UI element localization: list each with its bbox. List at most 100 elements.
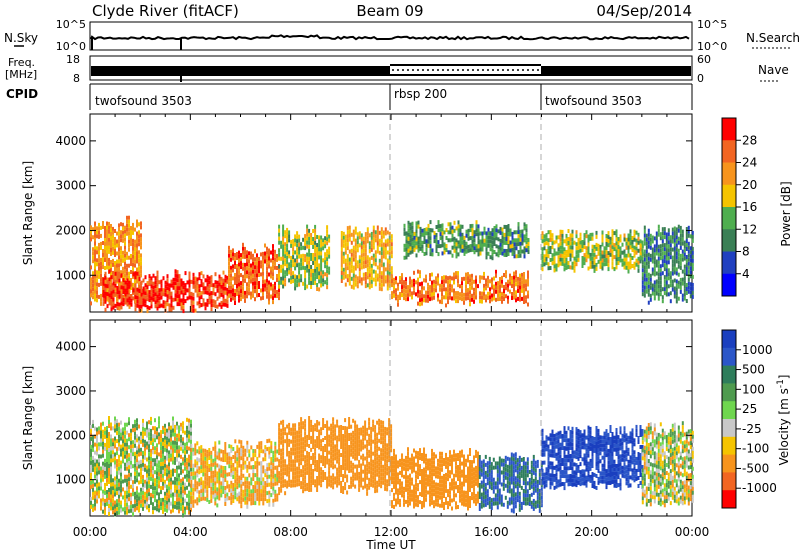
heatmap-cell [152,458,154,463]
heatmap-cell [360,233,363,238]
heatmap-cell [645,265,648,270]
heatmap-cell [597,251,600,256]
heatmap-cell [521,272,523,277]
heatmap-cell [320,251,323,256]
heatmap-cell [296,275,299,280]
heatmap-cell [449,291,451,296]
heatmap-cell [411,233,414,238]
heatmap-cell [471,293,473,298]
heatmap-cell [559,229,562,234]
heatmap-cell [429,285,431,290]
heatmap-cell [150,428,152,433]
heatmap-cell [138,282,140,287]
heatmap-cell [130,294,133,299]
heatmap-cell [106,229,108,234]
heatmap-cell [677,272,680,277]
heatmap-cell [192,304,195,309]
heatmap-cell [429,289,431,294]
heatmap-cell [384,243,387,248]
heatmap-cell [170,433,172,438]
heatmap-cell [563,259,566,264]
heatmap-cell [110,232,112,236]
heatmap-cell [196,481,199,486]
heatmap-cell [631,236,634,240]
heatmap-cell [92,455,94,460]
heatmap-cell [290,431,293,436]
heatmap-cell [407,236,410,241]
heatmap-cell [447,280,449,285]
heatmap-cell [168,291,171,296]
heatmap-cell [132,492,134,497]
heatmap-cell [244,464,247,469]
heatmap-cell [393,281,395,286]
heatmap-cell [370,271,373,276]
heatmap-cell [368,277,371,282]
heatmap-cell [190,476,193,480]
freq-left-tick-bottom: 8 [73,72,80,85]
heatmap-cell [154,462,156,467]
heatmap-cell [641,280,644,285]
heatmap-cell [150,472,152,477]
heatmap-cell [551,245,554,250]
heatmap-cell [154,494,156,499]
heatmap-cell [128,247,130,252]
heatmap-cell [186,457,188,462]
heatmap-cell [134,431,136,436]
heatmap-cell [348,265,351,270]
heatmap-cell [354,282,357,287]
heatmap-cell [519,245,522,250]
heatmap-cell [300,262,303,267]
heatmap-cell [415,280,417,285]
heatmap-cell [170,453,172,458]
heatmap-cell [224,498,227,502]
heatmap-cell [116,503,118,508]
heatmap-cell [170,425,172,430]
heatmap-cell [665,280,668,285]
heatmap-cell [166,468,168,473]
heatmap-cell [116,467,118,472]
heatmap-cell [170,489,172,494]
heatmap-cell [108,456,110,460]
heatmap-cell [180,302,183,307]
heatmap-cell [320,275,323,280]
heatmap-cell [653,272,656,277]
heatmap-cell [433,295,435,300]
heatmap-cell [278,427,281,432]
heatmap-cell [639,259,642,264]
heatmap-cell [314,240,317,245]
heatmap-cell [457,295,459,300]
heatmap-cell [170,469,172,474]
heatmap-cell [413,290,415,295]
heatmap-cell [593,260,596,265]
heatmap-cell [238,483,241,488]
heatmap-cell [138,293,141,297]
heatmap-cell [388,259,391,264]
heatmap-cell [254,497,257,502]
heatmap-cell [577,249,580,254]
heatmap-cell [667,244,670,249]
heatmap-cell [116,251,118,256]
heatmap-cell [130,440,132,445]
heatmap-cell [266,467,269,472]
heatmap-cell [158,424,160,429]
heatmap-cell [278,240,281,245]
heatmap-cell [172,448,174,453]
heatmap-cell [128,284,131,289]
heatmap-cell [655,247,658,252]
noise-search-label: N.Search [746,31,800,45]
heatmap-cell [114,484,116,489]
heatmap-cell [210,283,213,288]
heatmap-cell [571,229,574,234]
heatmap-cell [96,475,98,480]
heatmap-cell [106,450,108,454]
heatmap-cell [202,448,205,453]
heatmap-cell [178,274,181,279]
heatmap-cell [118,502,120,507]
heatmap-cell [94,237,96,242]
heatmap-cell [202,492,205,497]
heatmap-cell [118,486,120,491]
heatmap-cell [266,286,268,291]
heatmap-cell [290,279,293,284]
heatmap-cell [152,474,154,479]
heatmap-cell [605,234,608,238]
